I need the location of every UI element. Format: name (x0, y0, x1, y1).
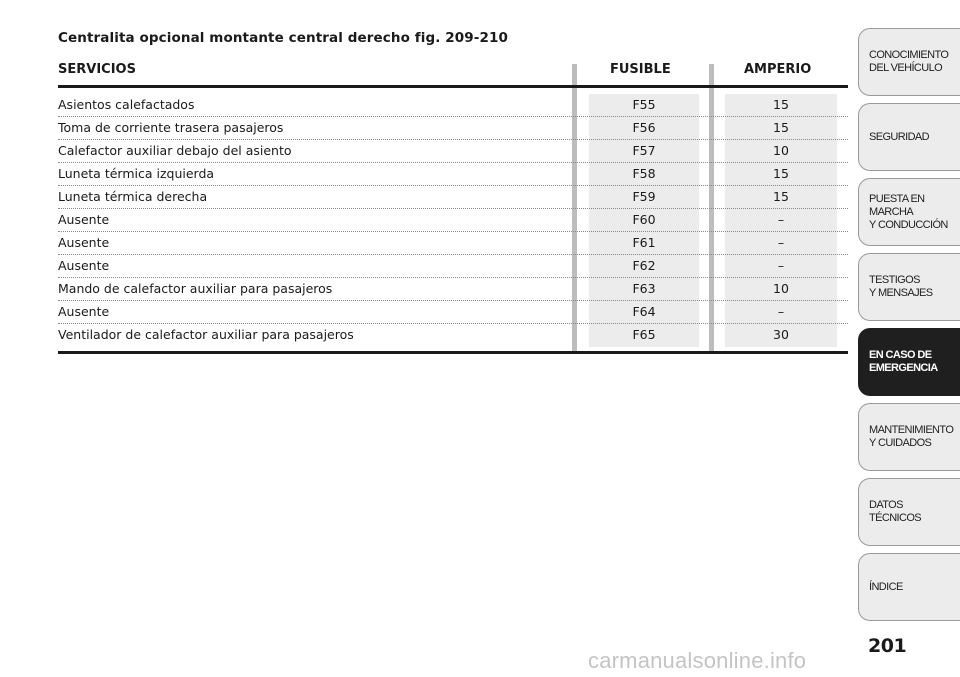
header-servicios: SERVICIOS (58, 62, 136, 77)
chapter-tab-label: EN CASO DE (869, 349, 932, 361)
chapter-tab-label: TÉCNICOS (869, 512, 922, 524)
service-cell: Luneta térmica derecha (58, 189, 208, 204)
service-cell: Asientos calefactados (58, 97, 195, 112)
watermark: carmanualsonline.info (588, 648, 807, 673)
table-row: Mando de calefactor auxiliar para pasaje… (58, 278, 848, 301)
fuse-cell: F58 (632, 166, 656, 181)
chapter-tab-label: Y CONDUCCIÓN (869, 218, 948, 231)
fuse-table: Asientos calefactados F55 15 Toma de corrie… (58, 94, 848, 346)
page-title: Centralita opcional montante central der… (58, 30, 508, 46)
page-number: 201 (868, 635, 907, 657)
fuse-cell: F65 (632, 327, 656, 342)
fusible-column-background (589, 94, 699, 347)
table-top-rule (58, 85, 848, 88)
table-row: Luneta térmica derecha F59 15 (58, 186, 848, 209)
service-cell: Ausente (58, 212, 110, 227)
service-cell: Calefactor auxiliar debajo del asiento (58, 143, 292, 158)
table-row: Toma de corriente trasera pasajeros F56 15 (58, 117, 848, 140)
fuse-cell: F64 (632, 304, 656, 319)
service-cell: Toma de corriente trasera pasajeros (58, 120, 284, 135)
fuse-cell: F62 (632, 258, 656, 273)
amperio-column-background (725, 94, 837, 347)
chapter-tab[interactable]: SEGURIDAD (858, 103, 960, 171)
chapter-tab-label: MANTENIMIENTO (869, 424, 954, 436)
service-cell: Mando de calefactor auxiliar para pasaje… (58, 281, 333, 296)
ampere-cell: 30 (773, 327, 789, 342)
chapter-tab-label: SEGURIDAD (869, 130, 930, 143)
ampere-cell: 10 (773, 143, 789, 158)
chapter-tab-label: Y CUIDADOS (869, 437, 932, 449)
chapter-tab[interactable]: CONOCIMIENTO DEL VEHÍCULO (858, 28, 960, 96)
chapter-tab-label: TESTIGOS (869, 274, 920, 286)
header-fusible: FUSIBLE (610, 62, 671, 77)
chapter-tab[interactable]: MANTENIMIENTO Y CUIDADOS (858, 403, 960, 471)
chapter-tab[interactable]: PUESTA EN MARCHA Y CONDUCCIÓN (858, 178, 960, 246)
service-cell: Luneta térmica izquierda (58, 166, 215, 181)
table-bottom-rule (58, 351, 848, 354)
ampere-cell: – (777, 212, 785, 227)
table-row: Ausente F61 – (58, 232, 848, 255)
table-row: Asientos calefactados F55 15 (58, 94, 848, 117)
ampere-cell: 15 (773, 120, 789, 135)
chapter-tab-label: DEL VEHÍCULO (869, 62, 943, 74)
service-cell: Ventilador de calefactor auxiliar para p… (58, 327, 354, 342)
ampere-cell: – (777, 304, 785, 319)
fuse-cell: F57 (632, 143, 656, 158)
chapter-tab-label: DATOS (869, 499, 903, 511)
table-row: Calefactor auxiliar debajo del asiento F5… (58, 140, 848, 163)
ampere-cell: 15 (773, 189, 789, 204)
service-cell: Ausente (58, 235, 110, 250)
chapter-tab-label: CONOCIMIENTO (869, 49, 949, 61)
chapter-tab[interactable]: TESTIGOS Y MENSAJES (858, 253, 960, 321)
fuse-cell: F60 (632, 212, 656, 227)
ampere-cell: – (777, 258, 785, 273)
chapter-tab-label: ÍNDICE (869, 580, 903, 593)
fuse-cell: F63 (632, 281, 656, 296)
chapter-tab[interactable]: EN CASO DE EMERGENCIA (858, 328, 960, 396)
table-row: Ausente F60 – (58, 209, 848, 232)
service-cell: Ausente (58, 304, 110, 319)
table-row: Ventilador de calefactor auxiliar para p… (58, 324, 848, 346)
fuse-cell: F59 (632, 189, 656, 204)
table-header: SERVICIOS FUSIBLE AMPERIO (58, 62, 848, 82)
fuse-cell: F56 (632, 120, 656, 135)
table-row: Ausente F64 – (58, 301, 848, 324)
ampere-cell: – (777, 235, 785, 250)
ampere-cell: 15 (773, 166, 789, 181)
chapter-tab-label: PUESTA EN (869, 192, 925, 205)
chapter-tab-label: Y MENSAJES (869, 287, 933, 299)
chapter-tab[interactable]: ÍNDICE (858, 553, 960, 621)
table-row: Ausente F62 – (58, 255, 848, 278)
header-amperio: AMPERIO (744, 62, 812, 77)
fuse-cell: F55 (632, 97, 656, 112)
ampere-cell: 15 (773, 97, 789, 112)
chapter-tab-label: EMERGENCIA (869, 362, 938, 374)
ampere-cell: 10 (773, 281, 789, 296)
service-cell: Ausente (58, 258, 110, 273)
chapter-tab-label: MARCHA (869, 205, 914, 218)
chapter-tab[interactable]: DATOS TÉCNICOS (858, 478, 960, 546)
table-row: Luneta térmica izquierda F58 15 (58, 163, 848, 186)
fuse-cell: F61 (632, 235, 656, 250)
